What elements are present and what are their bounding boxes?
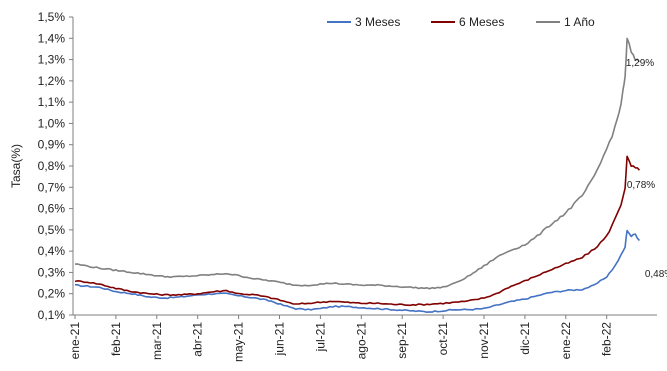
x-tick-label: ene-21 [68,322,82,360]
end-value-label: 0,48% [645,269,667,280]
x-tick-label: feb-21 [109,322,123,356]
y-tick-label: 1,4% [38,31,66,45]
legend-entry: 3 Meses [355,15,400,29]
end-value-label: 1,29% [626,58,654,69]
y-tick-label: 0,9% [38,138,66,152]
y-tick-label: 0,6% [38,202,66,216]
legend-entry: 1 Año [564,15,595,29]
series-line [74,155,641,307]
x-tick-label: ago-21 [354,322,368,360]
x-tick-label: jul-21 [313,322,327,353]
x-tick-label: ene-22 [559,322,573,360]
series-line [74,229,641,313]
series-layer [74,37,641,313]
y-tick-label: 0,4% [38,244,66,258]
y-tick-label: 1,5% [38,10,66,24]
x-tick-label: oct-21 [436,322,450,356]
end-labels: 0,48% 0,78% 1,29% [626,58,667,280]
end-value-label: 0,78% [627,180,655,191]
y-tick-label: 0,1% [38,308,66,322]
x-tick-label: mar-21 [150,322,164,360]
y-tick-label: 1,1% [38,95,66,109]
series-line [75,37,641,290]
y-tick-label: 0,8% [38,159,66,173]
legend: 3 Meses 6 Meses 1 Año [327,15,595,29]
y-tick-label: 0,3% [38,265,66,279]
x-tick-label: abr-21 [191,322,205,357]
x-tick-label: may-21 [232,322,246,362]
y-tick-label: 0,2% [38,287,66,301]
x-tick-label: feb-22 [600,322,614,356]
x-tick-label: sep-21 [395,322,409,359]
y-tick-label: 1,2% [38,74,66,88]
y-axis-label: Tasa(%) [9,144,23,188]
x-tick-label: nov-21 [477,322,491,359]
y-tick-label: 0,5% [38,223,66,237]
legend-entry: 6 Meses [459,15,504,29]
x-axis: ene-21 feb-21 mar-21 abr-21 may-21 jun-21 jul-… [68,314,657,362]
y-axis: 0,1% 0,2% 0,3% 0,4% 0,5% 0,6% 0,7% 0,8% 0,9% 1,0%… [38,10,74,322]
x-tick-label: jun-21 [273,322,287,357]
y-tick-label: 0,7% [38,180,66,194]
y-tick-label: 1,3% [38,53,66,67]
y-tick-label: 1,0% [38,116,66,130]
x-tick-label: dic-21 [518,322,532,355]
